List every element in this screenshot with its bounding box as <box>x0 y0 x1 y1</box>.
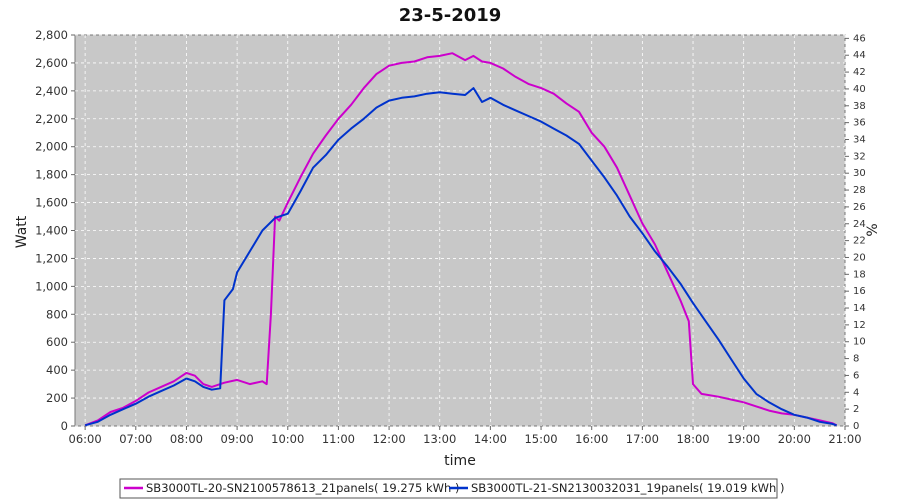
x-tick-label: 18:00 <box>676 432 709 446</box>
y2-tick-label: 38 <box>853 101 866 112</box>
y-tick-label: 2,000 <box>35 140 68 154</box>
y2-tick-label: 20 <box>853 252 866 263</box>
x-tick-label: 08:00 <box>170 432 203 446</box>
series-line-2 <box>84 87 837 427</box>
x-axis-title: time <box>444 453 476 469</box>
x-tick-label: 10:00 <box>271 432 304 446</box>
y-tick-label: 1,400 <box>35 224 68 238</box>
x-tick-label: 12:00 <box>373 432 406 446</box>
y2-tick-label: 34 <box>853 134 866 145</box>
y-tick-label: 2,600 <box>35 56 68 70</box>
y2-tick-label: 18 <box>853 269 866 280</box>
y2-tick-label: 26 <box>853 202 866 213</box>
x-tick-label: 14:00 <box>474 432 507 446</box>
y-tick-label: 200 <box>46 391 68 405</box>
legend-box <box>119 478 778 499</box>
x-tick-label: 17:00 <box>626 432 659 446</box>
y2-tick-label: 22 <box>853 236 866 247</box>
y2-tick-label: 46 <box>853 33 866 44</box>
y-tick-label: 800 <box>46 307 68 321</box>
x-tick-label: 16:00 <box>575 432 608 446</box>
y2-tick-label: 10 <box>853 337 866 348</box>
y2-tick-label: 28 <box>853 185 866 196</box>
x-tick-label: 06:00 <box>69 432 102 446</box>
x-tick-label: 07:00 <box>119 432 152 446</box>
y2-tick-label: 14 <box>853 303 866 314</box>
y-tick-label: 2,800 <box>35 28 68 42</box>
grid-lines <box>75 34 846 427</box>
y2-tick-label: 8 <box>853 354 859 365</box>
y2-tick-label: 6 <box>853 370 859 381</box>
legend: SB3000TL-20-SN2100578613_21panels( 19.27… <box>119 478 784 499</box>
y-tick-label: 1,200 <box>35 251 68 265</box>
x-tick-label: 19:00 <box>727 432 760 446</box>
y-tick-label: 0 <box>61 419 68 433</box>
y2-tick-label: 24 <box>853 219 866 230</box>
y2-tick-label: 16 <box>853 286 866 297</box>
y2-tick-label: 4 <box>853 387 859 398</box>
x-tick-label: 21:00 <box>828 432 861 446</box>
series-line-1 <box>84 52 838 427</box>
y2-tick-label: 44 <box>853 50 866 61</box>
series-lines <box>84 52 838 427</box>
x-tick-label: 09:00 <box>221 432 254 446</box>
y-tick-label: 1,800 <box>35 168 68 182</box>
axis-ticks: 06:00 07:00 08:00 09:00 10:00 11:00 12:00 13:00… <box>35 28 866 446</box>
y-tick-label: 400 <box>46 363 68 377</box>
legend-label-series-2: SB3000TL-21-SN2130032031_19panels( 19.01… <box>471 481 784 495</box>
y-tick-label: 1,600 <box>35 196 68 210</box>
y-axis-title: Watt <box>14 215 30 248</box>
y-tick-label: 600 <box>46 335 68 349</box>
x-tick-label: 20:00 <box>778 432 811 446</box>
y2-axis-title: % <box>865 223 881 236</box>
y2-tick-label: 40 <box>853 84 866 95</box>
y-tick-label: 1,000 <box>35 279 68 293</box>
y2-tick-label: 2 <box>853 404 859 415</box>
y-tick-label: 2,400 <box>35 84 68 98</box>
y2-tick-label: 36 <box>853 118 866 129</box>
y2-tick-label: 0 <box>853 421 859 432</box>
legend-label-series-1: SB3000TL-20-SN2100578613_21panels( 19.27… <box>146 481 459 495</box>
y2-tick-label: 30 <box>853 168 866 179</box>
chart-title: 23-5-2019 <box>399 5 502 26</box>
x-tick-label: 15:00 <box>524 432 557 446</box>
y2-tick-label: 32 <box>853 151 866 162</box>
y2-tick-label: 12 <box>853 320 866 331</box>
x-tick-label: 11:00 <box>322 432 355 446</box>
x-tick-label: 13:00 <box>423 432 456 446</box>
y2-tick-label: 42 <box>853 67 866 78</box>
y-tick-label: 2,200 <box>35 112 68 126</box>
